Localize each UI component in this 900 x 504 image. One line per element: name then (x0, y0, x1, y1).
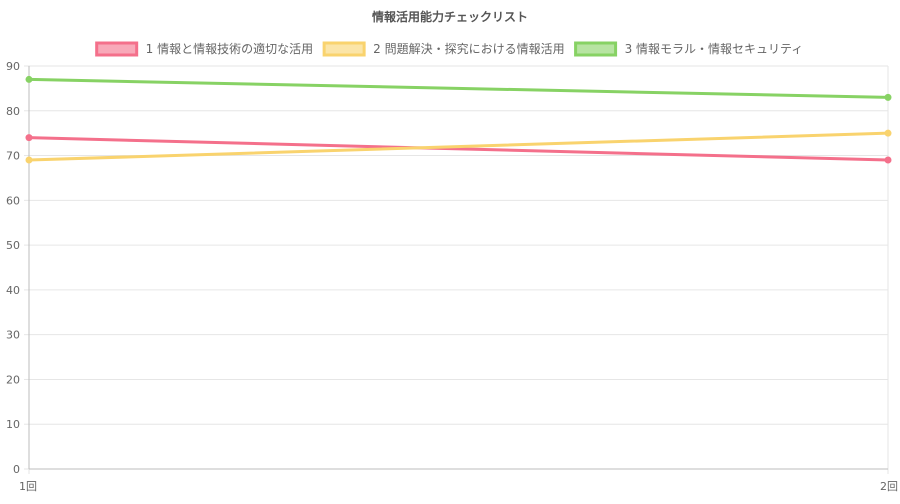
series-2 (25, 129, 892, 164)
y-tick-label: 40 (6, 284, 20, 297)
y-tick-label: 50 (6, 239, 20, 252)
y-tick-label: 70 (6, 150, 20, 163)
y-axis-tick-labels: 0 10 20 30 40 50 60 70 80 90 (6, 60, 20, 476)
series-line (27, 136, 890, 162)
legend-label: 1 情報と情報技術の適切な活用 (146, 41, 313, 56)
legend-item-3[interactable]: 3 情報モラル・情報セキュリティ (574, 41, 804, 57)
data-point[interactable] (884, 93, 892, 101)
y-tick-label: 10 (6, 418, 20, 431)
legend-label: 3 情報モラル・情報セキュリティ (625, 42, 804, 56)
data-point[interactable] (884, 129, 892, 137)
x-tick-label: 1回 (19, 480, 37, 493)
series-line (27, 131, 890, 162)
data-point[interactable] (25, 156, 33, 164)
data-point[interactable] (25, 134, 33, 142)
y-tick-label: 80 (6, 105, 20, 118)
legend-label: 2 問題解決・探究における情報活用 (373, 41, 564, 56)
y-tick-label: 90 (6, 60, 20, 73)
y-tick-label: 60 (6, 194, 20, 207)
legend: 1 情報と情報技術の適切な活用 2 問題解決・探究における情報活用 3 情報モラル・… (95, 41, 804, 57)
chart-title: 情報活用能力チェックリスト (372, 9, 528, 24)
grid-lines (24, 65, 889, 474)
legend-swatch (322, 41, 366, 57)
x-tick-label: 2回 (880, 480, 898, 493)
x-axis-tick-labels: 1回 2回 (19, 480, 898, 493)
y-tick-label: 20 (6, 373, 20, 386)
axes (28, 66, 888, 470)
legend-item-1[interactable]: 1 情報と情報技術の適切な活用 (95, 41, 313, 57)
series-layer (25, 75, 892, 164)
series-1 (25, 134, 892, 164)
data-point[interactable] (884, 156, 892, 164)
data-point[interactable] (25, 75, 33, 83)
legend-item-2[interactable]: 2 問題解決・探究における情報活用 (322, 41, 565, 57)
series-line (27, 77, 890, 99)
legend-swatch (574, 41, 618, 57)
legend-swatch (95, 41, 139, 57)
series-3 (25, 75, 892, 101)
y-tick-label: 30 (6, 329, 20, 342)
y-tick-label: 0 (13, 463, 20, 476)
